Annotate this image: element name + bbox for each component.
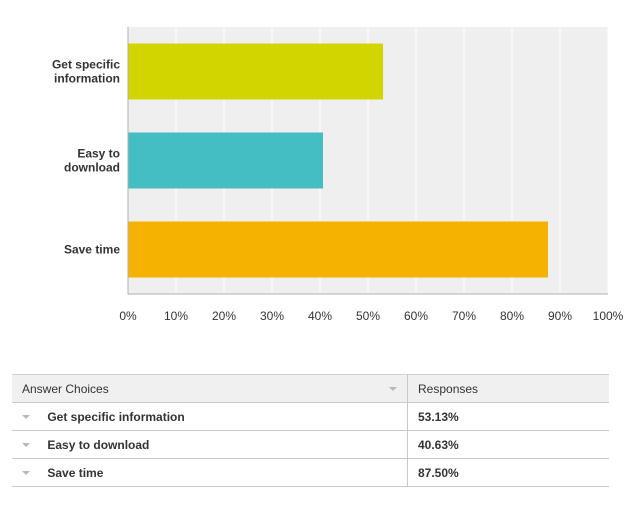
table-row: Save time 87.50% bbox=[12, 458, 609, 487]
x-tick-label: 40% bbox=[308, 309, 332, 323]
sort-caret-icon[interactable] bbox=[389, 387, 397, 391]
chart-svg: 0% 10% 20% 30% 40% 50% 60% 70% 80% 90% 100% Get spe… bbox=[52, 27, 624, 323]
answer-choice-cell: Easy to download bbox=[12, 430, 408, 459]
answer-choice-label: Save time bbox=[47, 465, 104, 480]
response-value: 53.13% bbox=[407, 402, 609, 431]
x-tick-label: 0% bbox=[119, 309, 137, 323]
answer-choice-cell: Get specific information bbox=[12, 402, 408, 431]
category-label: Save time bbox=[64, 243, 120, 257]
x-tick-label: 60% bbox=[404, 309, 428, 323]
category-label: Easy to bbox=[77, 147, 120, 161]
x-tick-label: 20% bbox=[212, 309, 236, 323]
x-tick-label: 50% bbox=[356, 309, 380, 323]
category-label: download bbox=[64, 161, 120, 175]
bar bbox=[128, 221, 548, 278]
responses-header: Responses bbox=[407, 374, 609, 403]
x-tick-label: 90% bbox=[548, 309, 572, 323]
answer-choices-header-label: Answer Choices bbox=[22, 381, 109, 396]
category-label: Get specific bbox=[52, 58, 120, 72]
responses-table: Answer Choices Responses Get specific in… bbox=[12, 374, 609, 487]
answer-choices-header[interactable]: Answer Choices bbox=[12, 374, 408, 403]
x-tick-label: 10% bbox=[164, 309, 188, 323]
x-tick-label: 80% bbox=[500, 309, 524, 323]
answer-choice-label: Easy to download bbox=[47, 437, 150, 452]
answer-choice-label: Get specific information bbox=[47, 409, 185, 424]
x-tick-label: 100% bbox=[593, 309, 624, 323]
category-label: information bbox=[54, 72, 120, 86]
bar-chart: 0% 10% 20% 30% 40% 50% 60% 70% 80% 90% 100% Get spe… bbox=[52, 27, 624, 323]
expand-caret-icon[interactable] bbox=[22, 471, 30, 476]
response-value: 87.50% bbox=[407, 458, 609, 487]
table-row: Easy to download 40.63% bbox=[12, 430, 609, 459]
table-header-row: Answer Choices Responses bbox=[12, 374, 609, 403]
responses-table-container: Answer Choices Responses Get specific in… bbox=[12, 374, 609, 487]
response-value: 40.63% bbox=[407, 430, 609, 459]
expand-caret-icon[interactable] bbox=[22, 443, 30, 448]
expand-caret-icon[interactable] bbox=[22, 415, 30, 420]
bar bbox=[128, 132, 324, 189]
answer-choice-cell: Save time bbox=[12, 458, 408, 487]
table-row: Get specific information 53.13% bbox=[12, 402, 609, 431]
x-tick-label: 30% bbox=[260, 309, 284, 323]
x-tick-label: 70% bbox=[452, 309, 476, 323]
bar bbox=[128, 43, 384, 100]
